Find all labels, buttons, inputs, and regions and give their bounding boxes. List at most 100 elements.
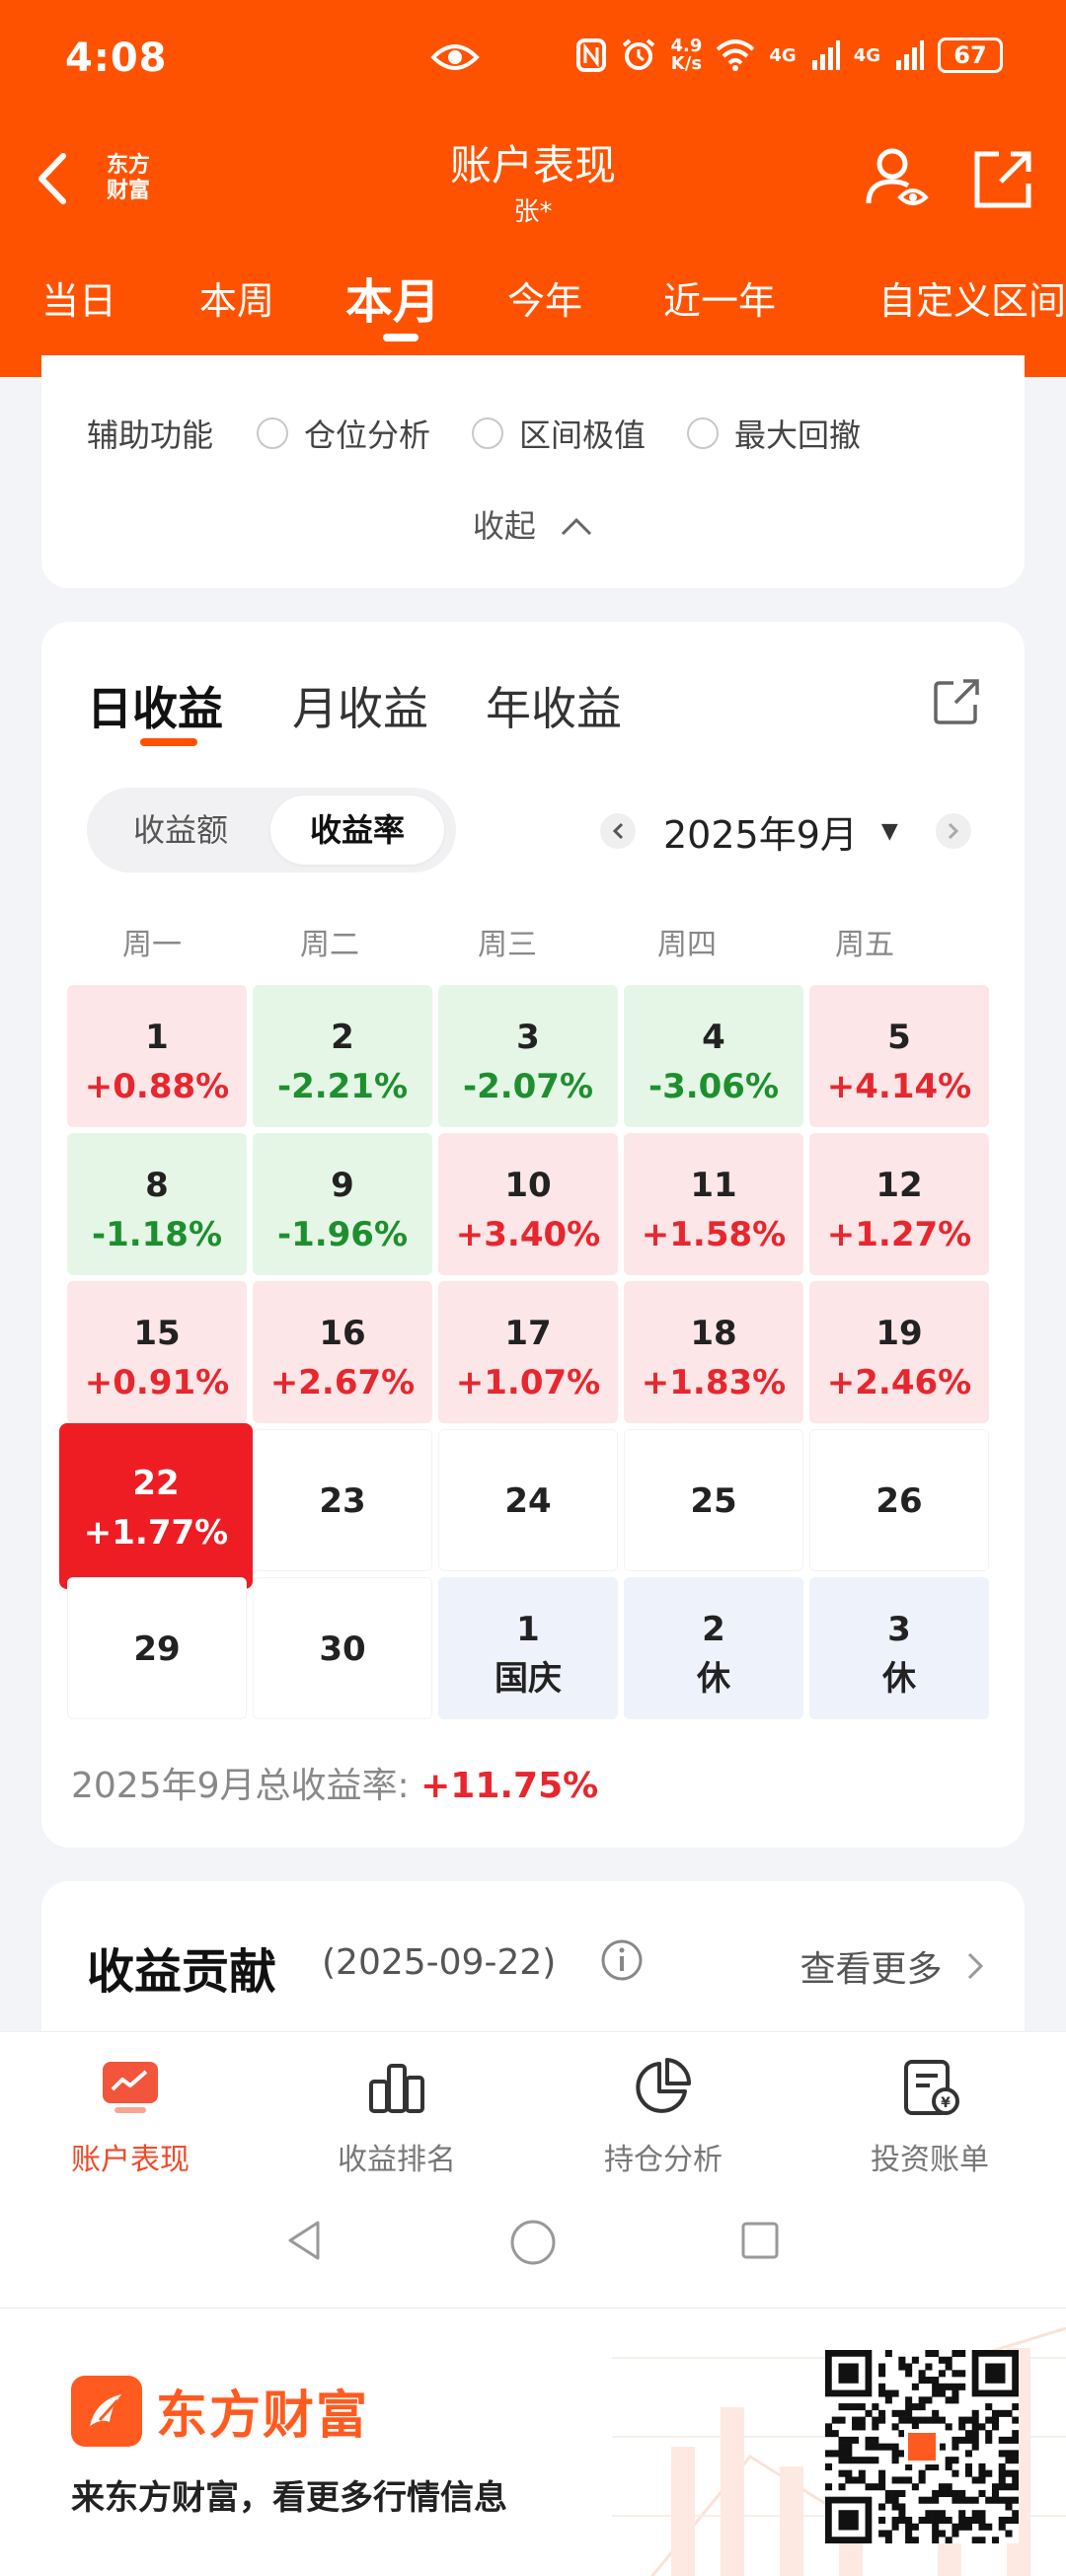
calendar-day[interactable]: 1 +0.88% (67, 985, 247, 1127)
contribution-card: 收益贡献 (2025-09-22) 查看更多 (41, 1881, 1025, 2039)
radio-icon (687, 417, 720, 449)
caret-down-icon[interactable]: ▼ (880, 818, 898, 844)
battery-indicator: 67 (938, 38, 1003, 73)
eastmoney-logo[interactable]: 东方 财富 (91, 144, 166, 213)
day-number: 17 (504, 1314, 552, 1353)
calendar-day[interactable]: 8 -1.18% (67, 1133, 247, 1275)
day-return: +3.40% (455, 1215, 601, 1254)
option-label: 仓位分析 (304, 417, 431, 454)
system-recents-icon[interactable] (740, 2221, 780, 2260)
info-icon[interactable] (600, 1938, 644, 1982)
calendar-day[interactable]: 17 +1.07% (438, 1281, 618, 1423)
day-content: 10 +3.40% (438, 1161, 618, 1259)
calendar-day[interactable]: 3 -2.07% (438, 985, 618, 1127)
tab-this-week[interactable]: 本周 (199, 279, 275, 323)
tab-last-year[interactable]: 近一年 (663, 279, 777, 323)
calendar-day[interactable]: 4 -3.06% (624, 985, 803, 1127)
day-number: 2 (331, 1018, 354, 1057)
segment-amount[interactable]: 收益额 (132, 811, 228, 849)
day-content: 3 -2.07% (438, 1013, 618, 1111)
chevron-right-icon (967, 1952, 984, 1980)
back-arrow-icon[interactable] (34, 152, 73, 205)
calendar-day[interactable]: 24 (438, 1429, 618, 1571)
day-number: 4 (702, 1018, 725, 1057)
calendar-day[interactable]: 2 -2.21% (253, 985, 432, 1127)
calendar-day[interactable]: 9 -1.96% (253, 1133, 432, 1275)
calendar-day[interactable]: 30 (253, 1577, 432, 1719)
system-back-icon[interactable] (284, 2219, 324, 2262)
tab-custom-range[interactable]: 自定义区间 (878, 279, 1066, 323)
nav-earnings-ranking[interactable]: 收益排名 (298, 2054, 495, 2178)
calendar-day[interactable]: 10 +3.40% (438, 1133, 618, 1275)
tab-this-year[interactable]: 今年 (507, 279, 583, 323)
tab-yearly-earnings[interactable]: 年收益 (486, 682, 622, 735)
status-bar: 4:08 4.9 K/s 4G 4G 67 (0, 0, 1066, 118)
total-label: 2025年9月总收益率: (71, 1766, 410, 1806)
segment-rate[interactable]: 收益率 (270, 796, 444, 865)
tab-today[interactable]: 当日 (41, 279, 117, 323)
aux-label: 辅助功能 (87, 417, 214, 454)
next-month-button[interactable] (935, 813, 971, 849)
share-icon[interactable] (971, 148, 1034, 211)
option-position-analysis[interactable]: 仓位分析 (257, 411, 430, 456)
signal-icon (811, 40, 840, 70)
nav-holdings-analysis[interactable]: 持仓分析 (565, 2054, 762, 2178)
nav-account-performance[interactable]: 账户表现 (32, 2054, 229, 2178)
calendar-day-holiday[interactable]: 1 国庆 (438, 1577, 618, 1719)
export-icon[interactable] (932, 677, 981, 726)
calendar-day[interactable]: 5 +4.14% (809, 985, 989, 1127)
option-range-extremes[interactable]: 区间极值 (472, 411, 646, 456)
calendar-day[interactable]: 26 (809, 1429, 989, 1571)
calendar-day-selected[interactable]: 22 +1.77% (59, 1423, 253, 1589)
see-more-link[interactable]: 查看更多 (800, 1940, 985, 1992)
prev-month-button[interactable] (600, 813, 636, 849)
day-number: 25 (690, 1481, 737, 1521)
day-number: 8 (145, 1166, 169, 1205)
calendar-day[interactable]: 11 +1.58% (624, 1133, 803, 1275)
weekday-fri: 周五 (835, 928, 894, 962)
tab-this-month[interactable]: 本月 (345, 274, 441, 330)
day-return: +1.77% (83, 1513, 229, 1553)
qr-code[interactable] (825, 2350, 1019, 2543)
month-label[interactable]: 2025年9月 (663, 812, 858, 857)
svg-text:¥: ¥ (941, 2095, 951, 2111)
calendar-day[interactable]: 15 +0.91% (67, 1281, 247, 1423)
weekday-mon: 周一 (122, 928, 182, 962)
eastmoney-brand-logo (71, 2375, 142, 2447)
tab-monthly-earnings[interactable]: 月收益 (292, 682, 428, 735)
calendar-day[interactable]: 12 +1.27% (809, 1133, 989, 1275)
contribution-date: (2025-09-22) (322, 1942, 557, 1983)
calendar-day[interactable]: 25 (624, 1429, 803, 1571)
month-navigator: 2025年9月 ▼ (600, 801, 971, 861)
nav-label: 收益排名 (338, 2143, 456, 2177)
day-number: 18 (690, 1314, 737, 1353)
chevron-left-icon (612, 822, 624, 840)
user-view-icon[interactable] (863, 144, 932, 213)
collapse-button[interactable]: 收起 (41, 501, 1025, 547)
collapse-label: 收起 (472, 507, 536, 545)
tab-daily-earnings[interactable]: 日收益 (87, 682, 223, 735)
calendar-day[interactable]: 19 +2.46% (809, 1281, 989, 1423)
day-return: +1.27% (826, 1215, 972, 1254)
nav-investment-bill[interactable]: ¥ 投资账单 (831, 2054, 1028, 2178)
calendar-day[interactable]: 29 (67, 1577, 247, 1719)
day-return: -1.96% (276, 1215, 409, 1254)
day-content: 18 +1.83% (624, 1309, 803, 1407)
option-max-drawdown[interactable]: 最大回撤 (687, 411, 861, 456)
total-value: +11.75% (420, 1766, 599, 1806)
day-content: 4 -3.06% (624, 1013, 803, 1111)
day-number: 2 (702, 1610, 725, 1649)
day-number: 10 (504, 1166, 552, 1205)
day-content: 1 +0.88% (67, 1013, 247, 1111)
network-type-1: 4G (769, 44, 797, 66)
calendar-day[interactable]: 16 +2.67% (253, 1281, 432, 1423)
day-return: +1.83% (641, 1363, 787, 1402)
system-home-icon[interactable] (509, 2219, 557, 2266)
calendar-day[interactable]: 23 (253, 1429, 432, 1571)
logo-line-1: 东方 (106, 153, 150, 178)
calendar-day[interactable]: 18 +1.83% (624, 1281, 803, 1423)
day-number: 26 (876, 1481, 923, 1521)
day-return: +0.88% (84, 1067, 230, 1106)
